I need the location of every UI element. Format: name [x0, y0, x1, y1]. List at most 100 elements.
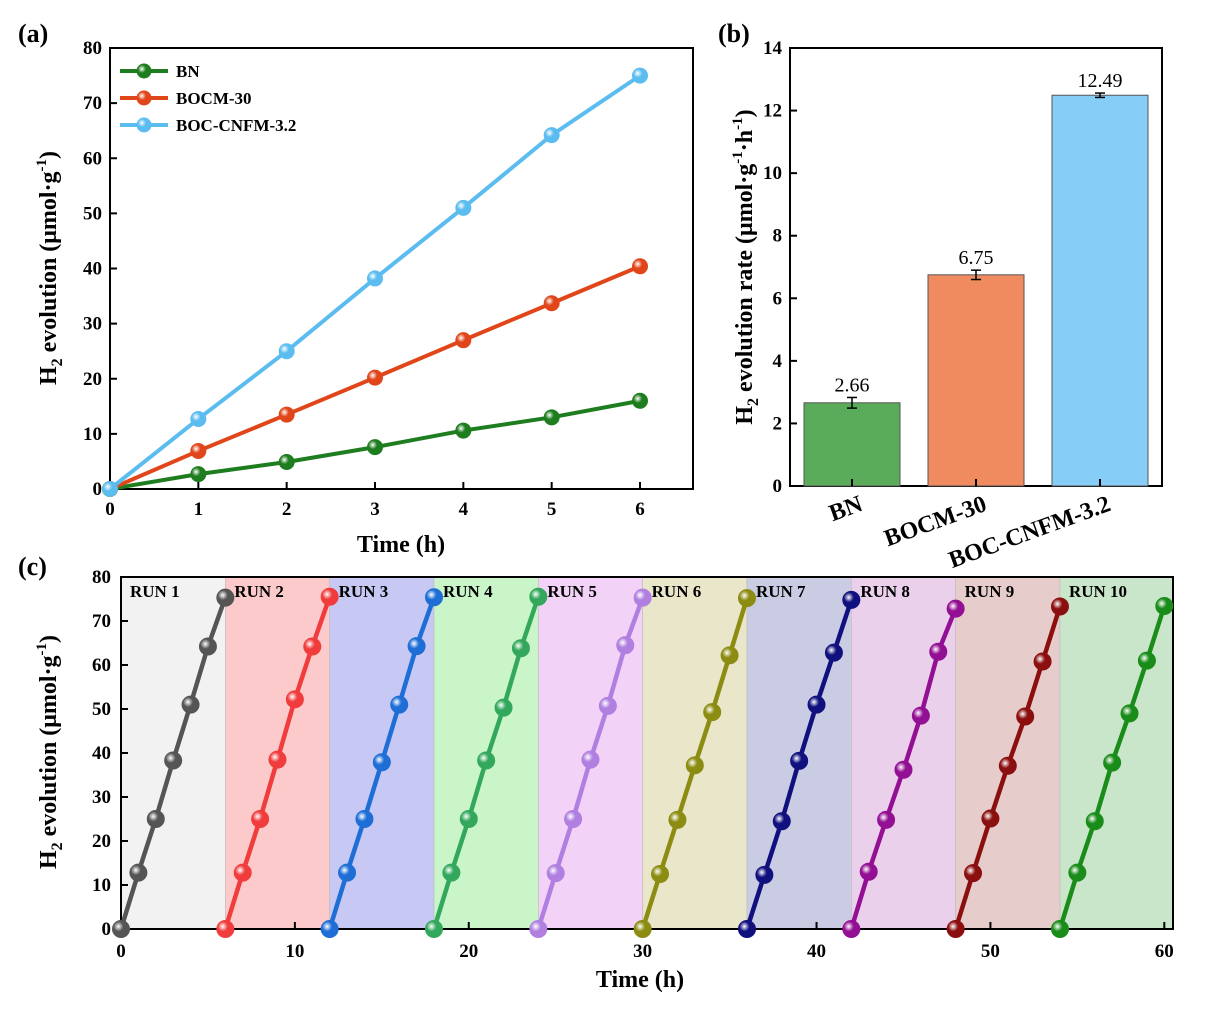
panel-b-y-tick-label: 4 — [773, 351, 783, 372]
data-point-boc-cnfm-3-2 — [278, 343, 295, 360]
data-point-bocm-30 — [278, 406, 295, 423]
data-point-run-6 — [720, 646, 739, 665]
panel-c-y-tick-label: 70 — [92, 611, 111, 632]
run-label-run-9: RUN 9 — [965, 582, 1015, 601]
panel-a-x-tick-label: 5 — [547, 499, 557, 520]
panel-a-line-chart: (a) 0 10 20 30 40 50 60 70 80 0 1 2 3 4 5 6 BN BOCM-30 BO… — [18, 19, 694, 558]
panel-c-y-tick-label: 50 — [92, 699, 111, 720]
data-point-bn — [367, 439, 383, 456]
panel-c-x-tick-label: 30 — [633, 941, 652, 962]
data-point-run-1 — [112, 920, 130, 938]
panel-a-legend: BN BOCM-30 BOC-CNFM-3.2 — [120, 62, 296, 135]
data-point-run-1 — [181, 695, 200, 714]
panel-b-y-tick-label: 8 — [773, 226, 783, 247]
data-point-run-6 — [633, 920, 652, 938]
panel-a-x-tick-label: 4 — [459, 499, 469, 520]
data-point-bn — [455, 422, 472, 439]
legend-label-boc-cnfm-3-2: BOC-CNFM-3.2 — [176, 116, 296, 135]
data-point-run-7 — [842, 590, 861, 609]
panel-a-y-tick-label: 50 — [83, 203, 102, 224]
run-label-run-6: RUN 6 — [652, 582, 702, 601]
data-point-run-8 — [929, 642, 948, 661]
value-label-boc-cnfm-3-2: 12.49 — [1078, 70, 1123, 92]
legend-label-bocm-30: BOCM-30 — [176, 89, 252, 108]
data-point-run-10 — [1155, 597, 1174, 616]
panel-c-y-tick-label: 80 — [92, 567, 111, 588]
run-label-run-4: RUN 4 — [443, 582, 493, 601]
category-label-bn: BN — [826, 491, 867, 527]
data-point-run-8 — [859, 862, 878, 881]
legend-label-bn: BN — [176, 62, 200, 81]
data-point-run-7 — [772, 812, 791, 831]
bar-bn — [803, 402, 901, 487]
data-point-bn — [543, 409, 560, 426]
run-label-run-8: RUN 8 — [860, 582, 910, 601]
data-point-run-4 — [529, 587, 548, 606]
data-point-run-7 — [755, 865, 774, 884]
data-point-bn — [278, 453, 295, 470]
legend-marker-boc-cnfm-3-2 — [136, 117, 152, 133]
data-point-run-10 — [1068, 863, 1087, 882]
data-point-run-8 — [894, 760, 913, 779]
panel-b-y-axis-label: H2 evolution rate (μmol·g-1·h-1) — [730, 109, 762, 424]
data-point-run-6 — [703, 703, 722, 722]
data-point-bocm-30 — [367, 369, 383, 386]
data-point-run-4 — [459, 810, 478, 828]
data-point-bocm-30 — [455, 332, 472, 349]
data-point-run-1 — [198, 637, 217, 656]
run-label-run-1: RUN 1 — [130, 582, 180, 601]
run-label-run-5: RUN 5 — [547, 582, 597, 601]
data-point-boc-cnfm-3-2 — [632, 67, 648, 84]
panel-b-y-tick-label: 10 — [763, 163, 782, 184]
panel-a-y-tick-label: 10 — [83, 424, 102, 445]
panel-c-x-axis-label: Time (h) — [596, 967, 684, 993]
data-point-run-7 — [790, 751, 809, 770]
data-point-run-3 — [338, 863, 357, 882]
data-point-run-5 — [529, 920, 548, 938]
data-point-run-6 — [651, 865, 670, 883]
panel-c-y-tick-label: 20 — [92, 831, 111, 852]
legend-marker-bn — [136, 63, 152, 79]
data-point-run-7 — [807, 695, 826, 714]
data-point-boc-cnfm-3-2 — [190, 410, 207, 427]
data-point-run-1 — [129, 863, 148, 882]
panel-a-y-axis-label: H2 evolution (μmol·g-1) — [34, 151, 66, 385]
data-point-run-8 — [946, 599, 965, 618]
panel-a-y-tick-label: 40 — [83, 259, 102, 280]
panel-b-y-tick-label: 12 — [763, 101, 782, 122]
data-point-bn — [190, 466, 207, 483]
data-point-run-4 — [442, 863, 461, 882]
data-point-run-4 — [494, 698, 513, 717]
data-point-run-10 — [1120, 704, 1139, 723]
data-point-run-8 — [877, 810, 896, 829]
panel-b-label: (b) — [718, 19, 750, 48]
data-point-run-1 — [164, 751, 183, 770]
panel-c-label: (c) — [18, 552, 47, 581]
panel-c-x-tick-label: 50 — [981, 941, 1000, 962]
panel-a-y-tick-label: 60 — [83, 148, 102, 169]
data-point-run-10 — [1050, 920, 1069, 938]
panel-c-cycle-chart: (c) RUN 1 RUN 2 RUN 3 RUN 4 RUN 5 RUN 6 RUN 7 R… — [18, 552, 1174, 993]
data-point-boc-cnfm-3-2 — [455, 199, 472, 216]
data-point-run-2 — [285, 690, 304, 709]
data-point-run-10 — [1137, 651, 1156, 670]
data-point-run-2 — [233, 863, 252, 882]
data-point-run-9 — [946, 920, 965, 938]
panel-c-y-tick-label: 60 — [92, 655, 111, 676]
panel-c-y-tick-label: 0 — [102, 919, 112, 940]
data-point-run-5 — [564, 810, 583, 828]
panel-c-y-axis-label: H2 evolution (μmol·g-1) — [34, 635, 66, 869]
data-point-run-9 — [1050, 597, 1069, 616]
data-point-run-5 — [633, 588, 652, 607]
panel-a-y-tick-label: 30 — [83, 314, 102, 335]
value-label-bn: 2.66 — [835, 374, 870, 396]
panel-b-y-tick-label: 6 — [773, 288, 783, 309]
data-point-run-1 — [216, 588, 235, 607]
data-point-run-6 — [668, 810, 687, 829]
data-point-bocm-30 — [632, 258, 648, 275]
data-point-run-3 — [355, 810, 374, 828]
data-point-run-2 — [216, 920, 235, 938]
data-point-run-2 — [303, 637, 322, 656]
